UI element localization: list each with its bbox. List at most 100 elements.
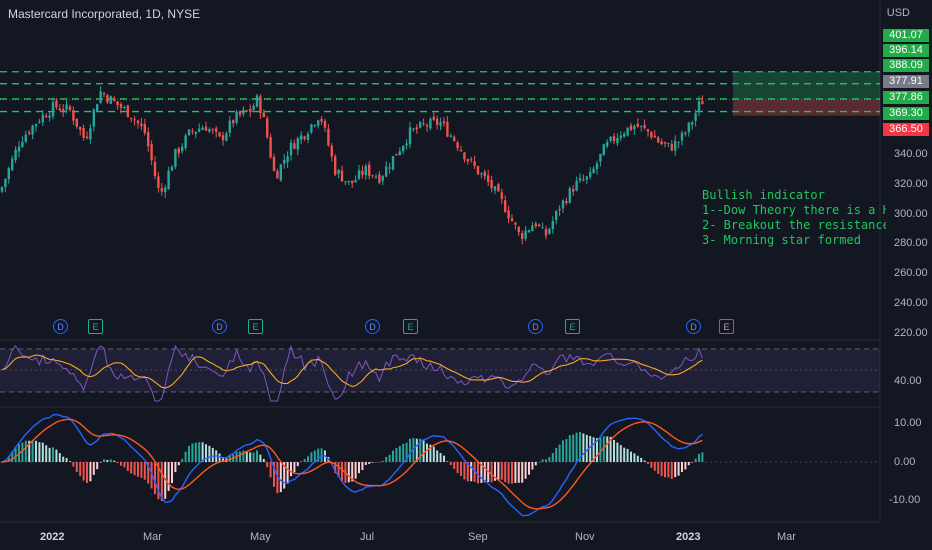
candle-body bbox=[408, 127, 412, 145]
macd-histogram-bar bbox=[222, 456, 224, 462]
macd-histogram-bar bbox=[313, 450, 316, 462]
macd-histogram-bar bbox=[279, 462, 282, 493]
candle-body bbox=[361, 170, 364, 175]
candle-body bbox=[79, 126, 82, 130]
time-axis-label: Mar bbox=[143, 531, 162, 543]
candle-body bbox=[436, 118, 439, 125]
macd-histogram-bar bbox=[398, 445, 401, 462]
candle-body bbox=[534, 223, 537, 227]
macd-histogram-bar bbox=[120, 462, 122, 466]
candle-body bbox=[551, 221, 554, 230]
candle-body bbox=[691, 122, 694, 125]
candle-body bbox=[126, 105, 129, 117]
macd-histogram-bar bbox=[456, 462, 459, 474]
dividend-marker[interactable]: D bbox=[686, 319, 701, 334]
earnings-marker[interactable]: E bbox=[565, 319, 580, 334]
macd-histogram-bar bbox=[259, 454, 262, 462]
candle-body bbox=[609, 136, 612, 141]
macd-histogram-bar bbox=[296, 462, 299, 467]
macd-histogram-bar bbox=[636, 455, 639, 462]
macd-histogram-bar bbox=[422, 440, 425, 462]
dividend-marker[interactable]: D bbox=[212, 319, 227, 334]
candle-body bbox=[119, 104, 123, 108]
macd-histogram-bar bbox=[565, 439, 568, 462]
candle-body bbox=[663, 142, 667, 144]
candle-body bbox=[459, 149, 463, 151]
long-position-profit-zone bbox=[733, 71, 880, 99]
candle-body bbox=[208, 129, 211, 132]
macd-histogram-bar bbox=[460, 462, 462, 476]
candle-body bbox=[14, 149, 17, 161]
candle-body bbox=[422, 123, 425, 125]
earnings-marker[interactable]: E bbox=[88, 319, 103, 334]
macd-histogram-bar bbox=[364, 462, 367, 466]
macd-histogram-bar bbox=[228, 455, 231, 462]
candle-body bbox=[266, 118, 269, 138]
candle-body bbox=[646, 129, 650, 132]
macd-histogram-bar bbox=[674, 462, 677, 478]
macd-histogram-bar bbox=[303, 459, 306, 462]
annotation-line: 3- Morning star formed bbox=[702, 233, 861, 247]
macd-histogram-bar bbox=[436, 450, 439, 462]
candle-body bbox=[684, 132, 687, 134]
candle-body bbox=[167, 170, 170, 189]
candle-body bbox=[412, 128, 415, 130]
macd-histogram-bar bbox=[252, 452, 255, 462]
macd-histogram-bar bbox=[58, 453, 61, 462]
time-axis-label: Mar bbox=[777, 531, 796, 543]
dividend-marker[interactable]: D bbox=[53, 319, 68, 334]
macd-histogram-bar bbox=[477, 462, 479, 484]
dividend-marker[interactable]: D bbox=[528, 319, 543, 334]
candle-body bbox=[51, 102, 55, 117]
candle-body bbox=[432, 116, 435, 120]
macd-histogram-bar bbox=[443, 455, 445, 462]
price-tag: 388.09 bbox=[883, 59, 929, 72]
candle-body bbox=[174, 148, 177, 167]
candle-body bbox=[344, 181, 347, 183]
macd-histogram-bar bbox=[562, 440, 564, 462]
macd-histogram-bar bbox=[670, 462, 673, 480]
annotation-line: 2- Breakout the resistance of 3 bbox=[702, 218, 886, 232]
macd-histogram-bar bbox=[130, 462, 133, 474]
candle-body bbox=[140, 123, 143, 127]
macd-histogram-bar bbox=[582, 433, 585, 462]
macd-histogram-bar bbox=[405, 442, 408, 462]
macd-histogram-bar bbox=[35, 440, 37, 462]
candle-body bbox=[650, 132, 653, 138]
candle-body bbox=[364, 165, 367, 176]
candle-body bbox=[453, 136, 456, 141]
earnings-marker[interactable]: E bbox=[719, 319, 734, 334]
candle-body bbox=[544, 229, 548, 236]
macd-histogram-bar bbox=[334, 462, 337, 474]
macd-histogram-bar bbox=[198, 442, 201, 462]
candle-body bbox=[181, 146, 184, 152]
macd-histogram-bar bbox=[75, 462, 78, 472]
candle-body bbox=[75, 118, 78, 127]
macd-histogram-bar bbox=[647, 462, 649, 464]
macd-histogram-bar bbox=[194, 442, 197, 462]
macd-histogram-bar bbox=[473, 462, 476, 482]
currency-label: USD bbox=[886, 7, 910, 19]
price-tag: 369.30 bbox=[883, 107, 929, 120]
macd-histogram-bar bbox=[266, 462, 269, 468]
macd-histogram-bar bbox=[599, 437, 602, 462]
candle-body bbox=[34, 124, 38, 127]
candle-body bbox=[92, 109, 95, 127]
macd-histogram-bar bbox=[657, 462, 660, 474]
candle-body bbox=[133, 119, 136, 121]
candle-body bbox=[633, 125, 636, 130]
macd-histogram-bar bbox=[14, 446, 17, 462]
candle-body bbox=[45, 115, 48, 118]
macd-histogram-bar bbox=[463, 462, 466, 480]
candle-body bbox=[578, 177, 582, 181]
candle-body bbox=[164, 187, 167, 193]
candle-body bbox=[449, 135, 452, 137]
macd-histogram-bar bbox=[154, 462, 156, 495]
earnings-marker[interactable]: E bbox=[403, 319, 418, 334]
candle-body bbox=[334, 156, 337, 175]
candle-body bbox=[157, 176, 160, 188]
dividend-marker[interactable]: D bbox=[365, 319, 380, 334]
candle-body bbox=[643, 124, 646, 128]
earnings-marker[interactable]: E bbox=[248, 319, 263, 334]
